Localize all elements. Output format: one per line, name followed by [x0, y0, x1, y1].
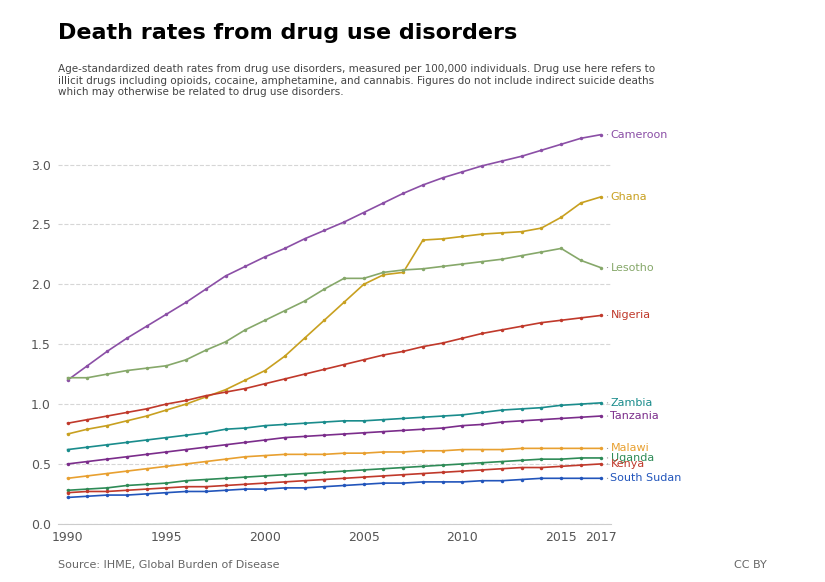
- Text: Lesotho: Lesotho: [610, 262, 654, 272]
- Text: Kenya: Kenya: [610, 459, 645, 469]
- Text: Death rates from drug use disorders: Death rates from drug use disorders: [58, 23, 517, 43]
- Text: Zambia: Zambia: [610, 398, 653, 408]
- Text: Uganda: Uganda: [610, 453, 653, 463]
- Text: Ghana: Ghana: [610, 192, 647, 202]
- Text: Tanzania: Tanzania: [610, 411, 659, 421]
- Text: Cameroon: Cameroon: [610, 130, 668, 140]
- Text: Malawi: Malawi: [610, 443, 649, 453]
- Text: Our World
in Data: Our World in Data: [662, 33, 724, 55]
- Text: South Sudan: South Sudan: [610, 473, 682, 483]
- Text: Age-standardized death rates from drug use disorders, measured per 100,000 indiv: Age-standardized death rates from drug u…: [58, 64, 655, 97]
- Text: CC BY: CC BY: [734, 560, 767, 570]
- Text: Source: IHME, Global Burden of Disease: Source: IHME, Global Burden of Disease: [58, 560, 279, 570]
- Text: Nigeria: Nigeria: [610, 310, 651, 321]
